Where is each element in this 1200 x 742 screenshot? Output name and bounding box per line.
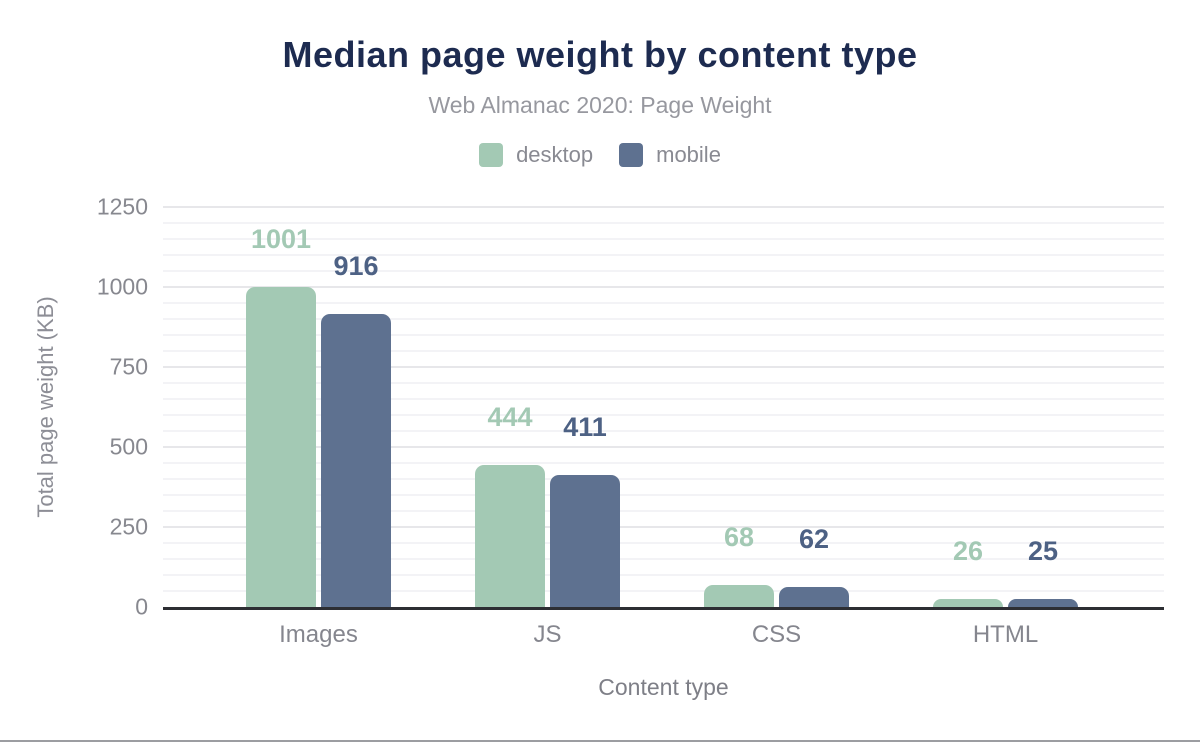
bar-desktop-css <box>704 585 774 607</box>
gridline <box>163 414 1164 416</box>
chart-area: 0 250 500 750 1000 1250 1001 916 Images 444 411 JS… <box>0 194 1200 648</box>
gridline <box>163 494 1164 496</box>
y-axis-title: Total page weight (KB) <box>33 296 58 518</box>
gridline <box>163 270 1164 272</box>
figure-bottom-border <box>0 740 1200 742</box>
gridline <box>163 286 1164 288</box>
category-label-js: JS <box>533 621 562 648</box>
gridline <box>163 238 1164 240</box>
bar-group-html: 26 25 HTML <box>891 207 1120 648</box>
gridline <box>163 318 1164 320</box>
gridline <box>163 382 1164 384</box>
gridline <box>163 446 1164 448</box>
bar-groups: 1001 916 Images 444 411 JS 68 62 CSS 26 25 HTML <box>204 207 1120 648</box>
bar-mobile-html <box>1008 599 1078 607</box>
gridline <box>163 430 1164 432</box>
y-tick-label: 500 <box>109 433 148 460</box>
gridline <box>163 574 1164 576</box>
y-tick-label: 0 <box>135 593 148 620</box>
bar-desktop-html <box>933 598 1003 607</box>
gridline <box>163 478 1164 480</box>
gridline <box>163 526 1164 528</box>
bar-mobile-js <box>550 475 620 607</box>
y-tick-label: 750 <box>109 353 148 380</box>
bar-mobile-images <box>321 313 391 607</box>
bar-value-label: 411 <box>563 412 607 443</box>
chart-title: Median page weight by content type <box>282 34 918 75</box>
bar-slot: 68 <box>704 207 774 607</box>
bar-value-label: 68 <box>723 522 755 553</box>
gridline <box>163 558 1164 560</box>
bar-desktop-js <box>475 464 545 607</box>
bar-value-label: 916 <box>333 250 379 281</box>
bar-slot: 916 <box>321 207 391 607</box>
bar-slot: 25 <box>1008 207 1078 607</box>
y-tick-label: 250 <box>109 513 148 540</box>
bar-value-label: 62 <box>798 524 830 555</box>
gridline <box>163 462 1164 464</box>
gridline <box>163 302 1164 304</box>
bar-slot: 62 <box>779 207 849 607</box>
bar-mobile-css <box>779 587 849 607</box>
category-label-images: Images <box>279 621 358 648</box>
legend-swatch-mobile <box>619 143 644 167</box>
bar-value-label: 1001 <box>250 223 312 254</box>
category-label-css: CSS <box>751 621 802 648</box>
plot-area: 1001 916 Images 444 411 JS 68 62 CSS 26 25 HTML <box>163 206 1164 648</box>
bar-slot: 26 <box>933 207 1003 607</box>
chart-subtitle: Web Almanac 2020: Page Weight <box>428 92 772 118</box>
bar-slot: 411 <box>550 207 620 607</box>
gridline <box>163 510 1164 512</box>
gridline <box>163 366 1164 368</box>
x-axis-title: Content type <box>598 674 729 700</box>
legend-item-mobile[interactable]: mobile <box>619 142 721 168</box>
gridline <box>163 334 1164 336</box>
bar-slot: 1001 <box>246 207 316 607</box>
legend: desktop mobile <box>0 142 1200 168</box>
bar-value-label: 26 <box>952 535 984 566</box>
legend-label: mobile <box>656 142 721 167</box>
bar-slot: 444 <box>475 207 545 607</box>
bar-desktop-images <box>246 286 316 607</box>
y-axis-ticks: 0 250 500 750 1000 1250 <box>0 194 148 620</box>
y-tick-label: 1000 <box>96 273 148 300</box>
gridline <box>163 542 1164 544</box>
bar-group-images: 1001 916 Images <box>204 207 433 648</box>
category-label-html: HTML <box>972 621 1039 648</box>
gridline <box>163 590 1164 592</box>
legend-swatch-desktop <box>479 143 504 167</box>
gridline <box>163 222 1164 224</box>
legend-label: desktop <box>516 142 594 167</box>
bar-group-css: 68 62 CSS <box>662 207 891 648</box>
bar-group-js: 444 411 JS <box>433 207 662 648</box>
gridline <box>163 350 1164 352</box>
gridline <box>163 398 1164 400</box>
legend-item-desktop[interactable]: desktop <box>479 142 593 168</box>
bar-value-label: 25 <box>1027 536 1059 566</box>
gridline <box>163 254 1164 256</box>
bar-value-label: 444 <box>487 401 533 432</box>
gridline <box>163 206 1164 208</box>
y-tick-label: 1250 <box>96 193 148 220</box>
